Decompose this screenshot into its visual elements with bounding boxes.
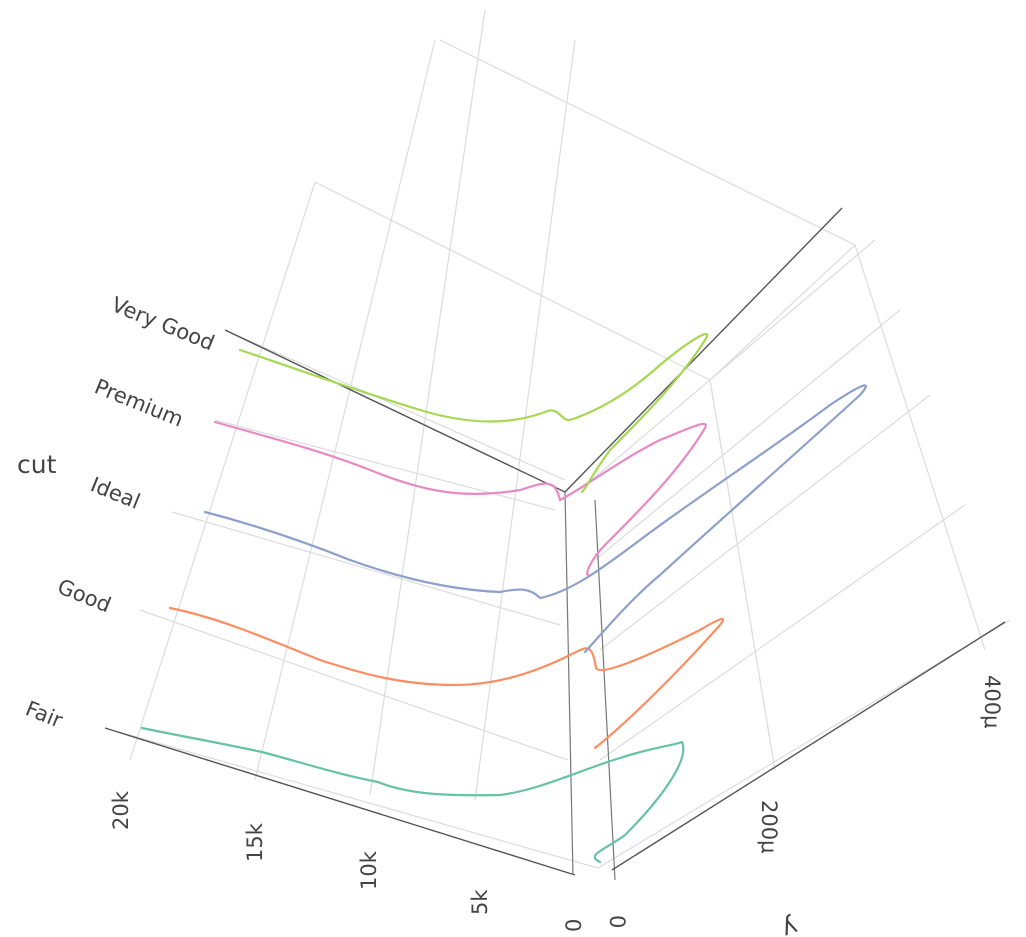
cut-category-labels: Fair Good Ideal Premium Very Good <box>22 292 218 732</box>
zero-y-edge <box>594 499 616 881</box>
cut-label-very-good: Very Good <box>108 292 218 355</box>
cut-label-premium: Premium <box>91 374 187 431</box>
grid-line <box>129 181 316 761</box>
x-tick-label: 10k <box>357 850 381 890</box>
back-edge-line <box>224 329 566 493</box>
grid-line <box>104 727 599 869</box>
y-axis-ticks: 0 200μ 400μ <box>605 675 1004 928</box>
x-axis-ticks: 20k 15k 10k 5k 0 <box>109 790 586 932</box>
grid-line <box>139 609 569 761</box>
grid-line <box>314 181 711 381</box>
x-tick-label: 15k <box>243 822 267 862</box>
grid-line <box>854 244 986 651</box>
cut-label-fair: Fair <box>22 696 66 732</box>
grid-line <box>594 309 901 561</box>
y-tick-label: 200μ <box>757 800 781 853</box>
grid-line <box>599 504 966 761</box>
x-tick-label: 20k <box>109 790 133 830</box>
grid-line <box>439 39 856 246</box>
x-tick-label: 5k <box>468 889 492 915</box>
y-axis-line <box>611 621 1006 871</box>
grid-line <box>579 239 876 491</box>
grid-line <box>369 9 486 796</box>
x-axis-line <box>104 727 576 876</box>
grid-line <box>214 419 556 511</box>
grid-line <box>254 39 436 781</box>
series-line-premium <box>213 420 707 577</box>
cut-label-ideal: Ideal <box>87 472 143 513</box>
grid-line <box>597 619 1011 869</box>
zero-price-edge <box>564 491 574 876</box>
series-line-fair <box>140 726 685 864</box>
grid-lines <box>104 9 1011 869</box>
y-tick-label: 0 <box>605 915 629 928</box>
x-tick-label: 0 <box>562 919 586 932</box>
grid-line <box>709 379 776 771</box>
axis-lines <box>104 207 1006 881</box>
vertical-edge-line <box>564 207 843 493</box>
y-tick-label: 400μ <box>980 675 1004 728</box>
grid-line <box>171 511 561 626</box>
grid-line <box>599 394 931 651</box>
series-line-ideal <box>203 384 867 654</box>
grid-line <box>474 39 576 801</box>
series-line-very-good <box>238 332 709 494</box>
cut-label-good: Good <box>54 574 114 617</box>
grid-line <box>709 244 856 381</box>
series-line-good <box>168 606 725 750</box>
density-curves <box>140 332 867 864</box>
z-axis-title: cut <box>17 450 57 479</box>
y-axis-title: y <box>778 912 802 937</box>
grid-line <box>224 329 566 481</box>
